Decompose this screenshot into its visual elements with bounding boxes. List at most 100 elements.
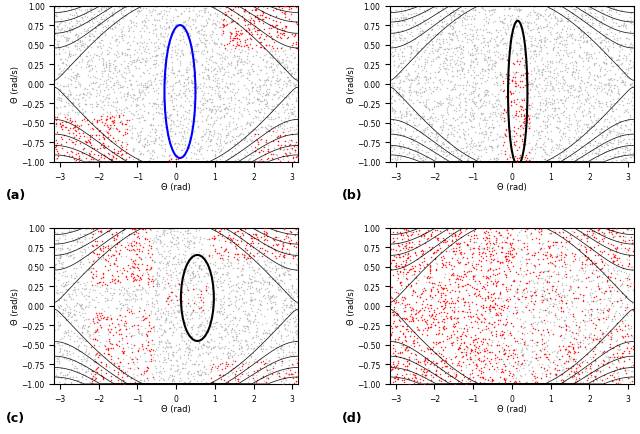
Point (428, 89, 438, 95)
Point (589, 271, 599, 278)
Point (246, 260, 256, 266)
Point (152, 352, 163, 358)
Point (159, 43, 169, 50)
Point (163, 33, 173, 40)
Point (73, 323, 83, 330)
Point (250, 377, 260, 384)
Point (586, 270, 596, 277)
Point (431, 6, 442, 13)
Point (138, 151, 148, 158)
Point (520, 60, 530, 67)
Point (84, 82, 94, 89)
Point (284, 357, 294, 364)
Point (425, 266, 435, 273)
Point (453, 54, 463, 61)
Point (90, 238, 100, 245)
Point (161, 270, 172, 276)
Point (436, 260, 447, 267)
Point (119, 322, 129, 329)
Point (150, 22, 161, 29)
Point (395, 318, 405, 325)
Point (285, 124, 295, 131)
Point (234, 56, 244, 62)
Point (76, 123, 86, 130)
Point (291, 21, 301, 28)
Point (508, 310, 518, 317)
Point (456, 55, 466, 62)
Point (573, 332, 583, 339)
Point (435, 148, 445, 155)
Point (552, 291, 563, 298)
Point (404, 44, 414, 51)
Point (178, 231, 188, 238)
Point (526, 36, 536, 43)
Point (280, 320, 290, 327)
Point (86, 379, 97, 386)
Point (419, 102, 429, 109)
Point (472, 307, 482, 314)
Point (148, 283, 158, 290)
Point (417, 305, 427, 312)
Point (502, 156, 512, 163)
Point (232, 139, 242, 146)
Point (84, 62, 94, 69)
Point (159, 141, 170, 148)
Point (568, 26, 579, 33)
Point (176, 72, 186, 79)
Point (404, 150, 414, 157)
Point (588, 298, 598, 305)
Point (147, 121, 157, 128)
Point (227, 237, 237, 244)
Point (459, 62, 469, 69)
Point (603, 251, 613, 258)
Point (469, 23, 479, 30)
Point (628, 287, 639, 294)
Point (481, 132, 492, 138)
Point (452, 304, 463, 311)
Point (104, 363, 114, 370)
Point (589, 50, 600, 57)
Point (143, 339, 153, 346)
Point (91, 351, 101, 358)
Point (228, 115, 238, 122)
Point (522, 251, 532, 258)
Point (273, 234, 283, 241)
Point (172, 152, 182, 159)
Point (202, 18, 212, 25)
Point (212, 367, 223, 374)
Point (433, 282, 444, 289)
Point (479, 348, 490, 355)
Point (51, 123, 61, 130)
Point (228, 119, 238, 126)
Point (396, 35, 406, 42)
Point (164, 374, 175, 381)
Point (508, 250, 518, 257)
Point (431, 49, 442, 56)
Point (106, 341, 116, 348)
Point (486, 145, 497, 152)
Point (89, 116, 99, 123)
Point (495, 232, 506, 239)
Point (564, 121, 574, 128)
Point (140, 314, 150, 321)
Point (437, 30, 447, 36)
Point (62, 57, 72, 64)
Point (54, 21, 64, 28)
Point (522, 266, 532, 273)
Point (232, 21, 242, 28)
Point (522, 378, 532, 385)
Point (184, 241, 194, 248)
Point (202, 338, 212, 345)
Point (580, 312, 590, 319)
Point (287, 138, 297, 145)
Point (116, 5, 127, 12)
Point (626, 121, 636, 128)
Point (112, 98, 122, 105)
Point (411, 111, 421, 118)
Point (470, 13, 481, 20)
Point (452, 138, 463, 145)
Point (498, 358, 508, 365)
Point (180, 99, 190, 105)
Point (129, 378, 140, 385)
Point (104, 228, 114, 235)
